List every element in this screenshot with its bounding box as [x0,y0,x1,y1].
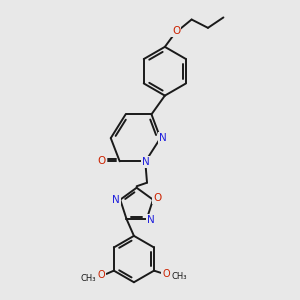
Text: N: N [142,157,149,167]
Text: O: O [172,26,180,36]
Text: O: O [98,270,106,280]
Text: N: N [147,214,155,224]
Text: O: O [162,269,170,279]
Text: O: O [98,156,106,166]
Text: CH₃: CH₃ [172,272,187,281]
Text: N: N [159,133,167,143]
Text: N: N [112,195,120,205]
Text: O: O [153,194,161,203]
Text: CH₃: CH₃ [80,274,96,283]
